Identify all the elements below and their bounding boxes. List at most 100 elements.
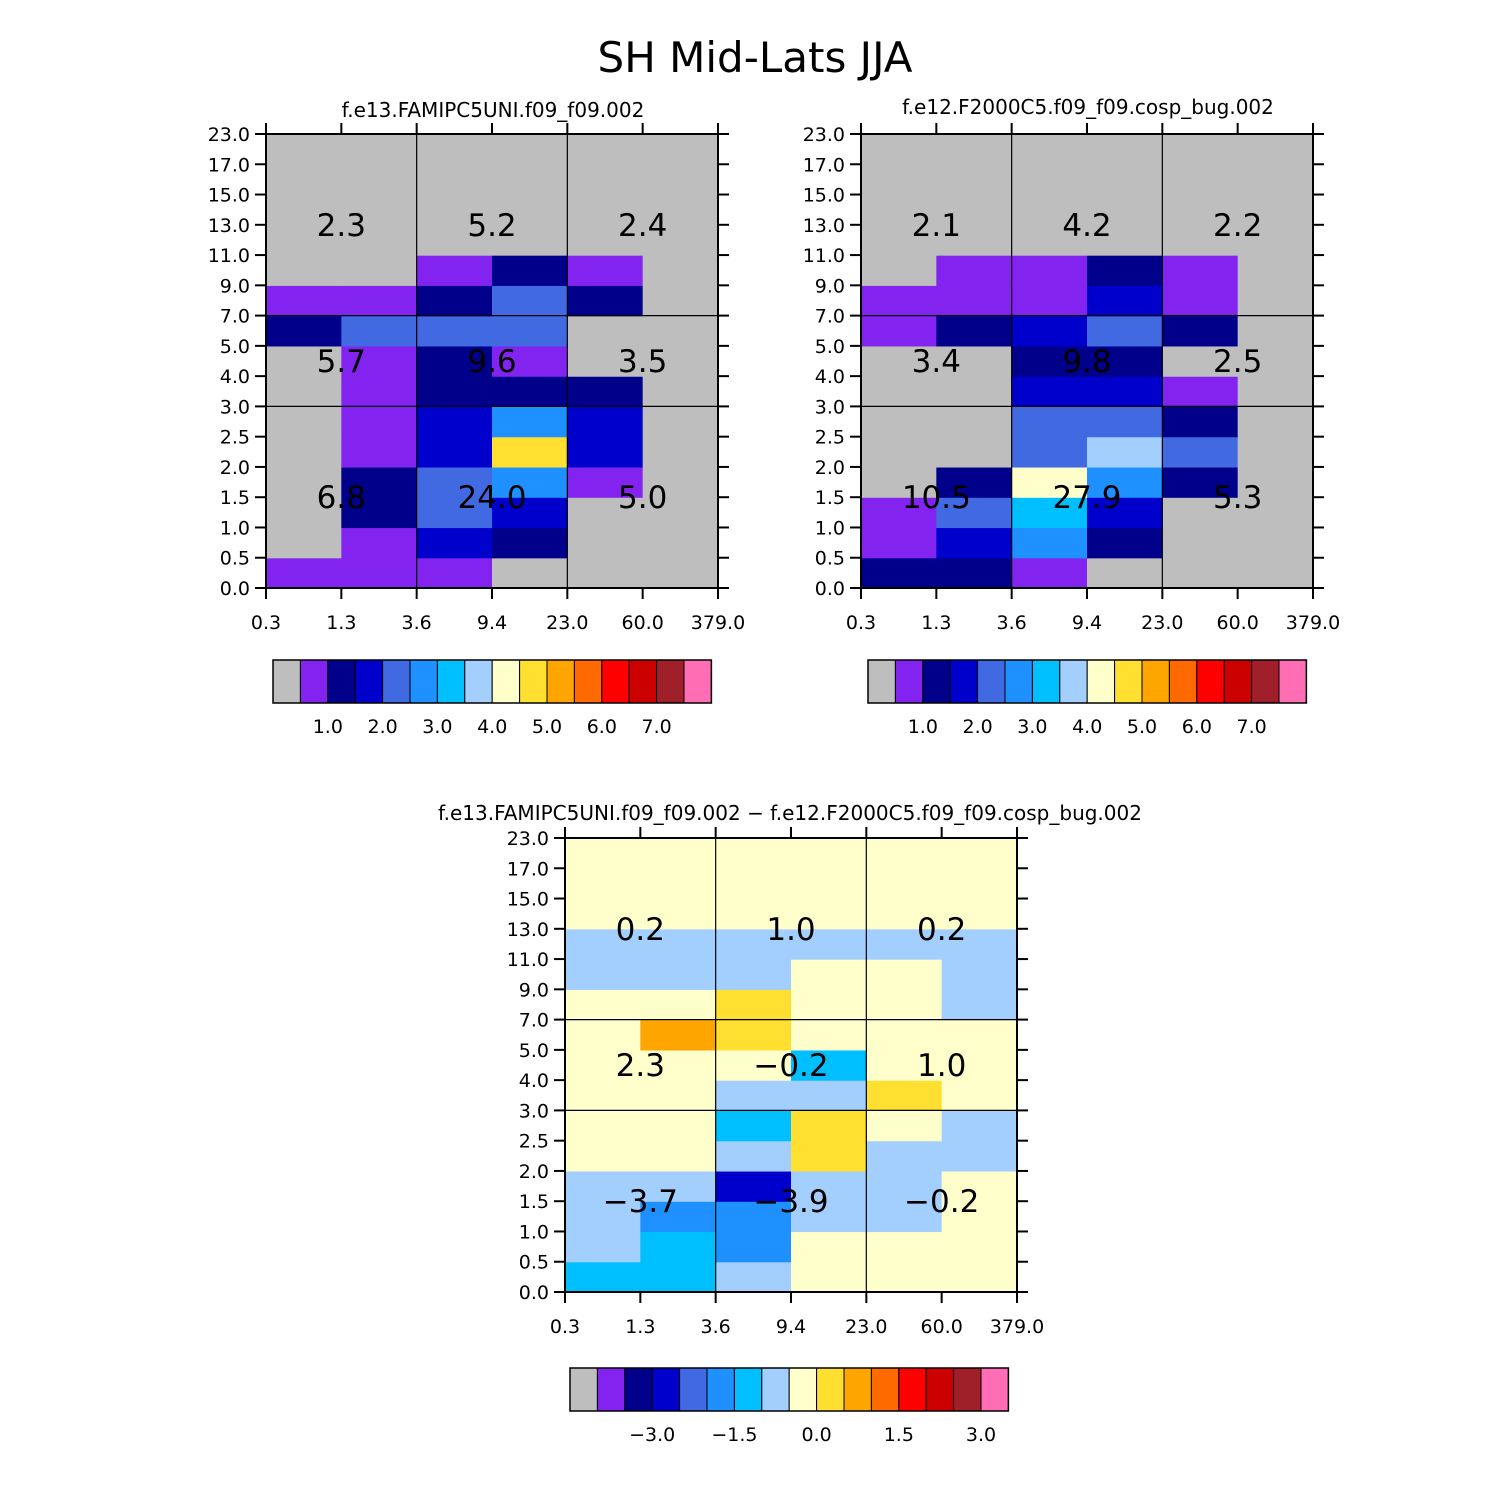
heatmap-cell: [936, 497, 1013, 529]
colorbar-label: 3.0: [1017, 716, 1047, 738]
heatmap-cell: [565, 1261, 641, 1293]
heatmap-cell: [941, 1049, 1018, 1081]
colorbar-swatch: [949, 659, 979, 704]
colorbar-swatch: [464, 659, 493, 704]
heatmap-cell: [1011, 527, 1088, 559]
y-tick-label: 23.0: [208, 124, 250, 146]
heatmap-cell: [941, 898, 1018, 930]
block-value-label: 9.8: [1062, 344, 1111, 380]
heatmap-cell: [861, 406, 937, 438]
y-tick-label: 0.0: [519, 1282, 549, 1304]
heatmap-cell: [642, 315, 719, 347]
heatmap-cell: [567, 376, 644, 407]
colorbar-label: 1.0: [313, 716, 343, 738]
y-tick-label: 5.0: [220, 336, 250, 358]
y-tick-label: 3.0: [220, 396, 250, 418]
heatmap-cell: [416, 345, 493, 377]
heatmap-cell: [1011, 345, 1088, 377]
heatmap-cell: [1087, 436, 1163, 468]
colorbar-label: 5.0: [1127, 716, 1157, 738]
heatmap-cell: [1011, 497, 1088, 529]
x-tick-label: 0.3: [550, 1316, 580, 1338]
colorbar-swatch: [519, 659, 548, 704]
heatmap-cell: [565, 1201, 641, 1233]
heatmap-cell: [861, 315, 937, 347]
heatmap-cell: [341, 285, 418, 317]
heatmap-cell: [1237, 527, 1314, 559]
heatmap-cell: [1237, 406, 1314, 438]
heatmap-cell: [1162, 194, 1239, 226]
y-tick-label: 0.5: [815, 548, 845, 570]
colorbar-swatch: [1223, 659, 1253, 704]
heatmap-cell: [866, 959, 943, 990]
block-value-label: −3.7: [603, 1184, 678, 1220]
colorbar-swatch: [1141, 659, 1170, 704]
y-tick-label: 2.0: [519, 1161, 549, 1183]
heatmap-cell: [492, 497, 568, 529]
heatmap-cell: [1162, 376, 1239, 407]
heatmap-cell: [936, 285, 1013, 317]
heatmap-cell: [866, 1140, 943, 1172]
heatmap-cell: [941, 1080, 1018, 1111]
heatmap-cell: [1011, 466, 1088, 498]
heatmap-cell: [266, 194, 342, 226]
heatmap-cell: [1087, 376, 1163, 407]
heatmap-cell: [642, 466, 719, 498]
heatmap-cell: [861, 194, 937, 226]
heatmap-cell: [936, 255, 1013, 286]
y-tick-label: 4.0: [519, 1070, 549, 1092]
heatmap-cell: [791, 1140, 867, 1172]
heatmap-cell: [416, 436, 493, 468]
y-tick-label: 17.0: [507, 858, 549, 880]
colorbar-swatch: [898, 1367, 927, 1412]
heatmap-cell: [1087, 255, 1163, 286]
y-tick-label: 1.0: [815, 517, 845, 539]
panel-bug-model: f.e12.F2000C5.f09_f09.cosp_bug.002 0.00.…: [803, 95, 1341, 738]
heatmap-cell: [341, 497, 418, 529]
heatmap-cell: [266, 376, 342, 407]
heatmap-cell: [1237, 224, 1314, 256]
colorbar-swatch: [679, 1367, 708, 1412]
heatmap-cell: [640, 868, 717, 900]
heatmap-cell: [567, 315, 644, 347]
heatmap-cell: [861, 345, 937, 377]
colorbar-label: 0.0: [801, 1424, 831, 1446]
heatmap-cell: [492, 436, 568, 468]
heatmap-cell: [567, 285, 644, 317]
block-value-label: 2.4: [618, 208, 667, 244]
heatmap-cell: [941, 959, 1018, 990]
heatmap-cell: [640, 1170, 717, 1202]
heatmap-cell: [416, 194, 493, 226]
heatmap-cell: [341, 527, 418, 559]
heatmap-cell: [941, 838, 1018, 869]
block-value-label: 2.5: [1213, 344, 1262, 380]
heatmap-cell: [1087, 134, 1163, 165]
heatmap-cell: [492, 345, 568, 377]
x-tick-label: 23.0: [546, 612, 588, 634]
colorbar-swatch: [788, 1367, 818, 1412]
y-tick-label: 9.0: [519, 979, 549, 1001]
heatmap-cell: [1237, 497, 1314, 529]
heatmap-cell: [941, 1019, 1018, 1051]
heatmap-cell: [642, 255, 719, 286]
heatmap-cell: [1162, 134, 1239, 165]
heatmap-cell: [492, 406, 568, 438]
heatmap-cell: [640, 1201, 717, 1233]
heatmap-cell: [565, 1110, 641, 1142]
heatmap-cell: [791, 838, 867, 869]
y-tick-label: 4.0: [815, 366, 845, 388]
colorbar-swatch: [354, 659, 384, 704]
heatmap-cell: [1162, 466, 1239, 498]
heatmap-cell: [640, 838, 717, 869]
y-tick-label: 13.0: [507, 919, 549, 941]
heatmap-cell: [941, 1231, 1018, 1263]
y-tick-label: 11.0: [507, 949, 549, 971]
colorbar-swatch: [867, 659, 896, 704]
heatmap-cell: [1087, 557, 1163, 589]
heatmap-cell: [492, 164, 568, 196]
y-tick-label: 0.5: [220, 548, 250, 570]
y-tick-label: 2.5: [519, 1131, 549, 1153]
heatmap-cell: [1162, 436, 1239, 468]
y-tick-label: 13.0: [803, 215, 845, 237]
heatmap-cell: [866, 868, 943, 900]
